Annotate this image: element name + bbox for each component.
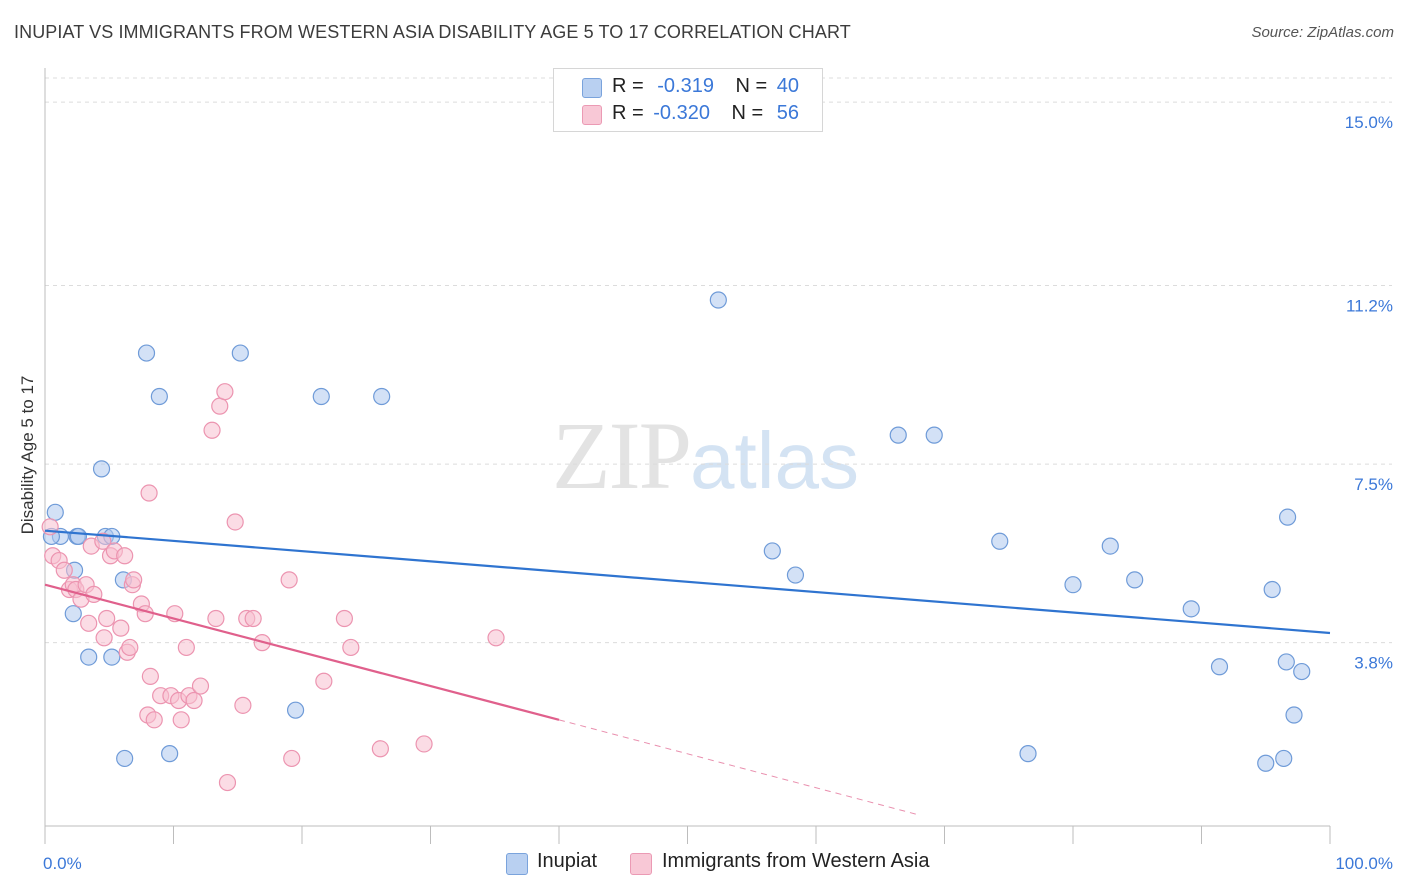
- immigrants-r-value: -0.320: [653, 102, 710, 124]
- inupiat-point: [1019, 745, 1037, 763]
- immigrants-point: [116, 547, 134, 565]
- immigrants-trend-line: [44, 583, 560, 721]
- inupiat-point: [1210, 658, 1229, 676]
- immigrants-point: [177, 638, 195, 657]
- immigrants-point: [145, 711, 163, 729]
- inupiat-point: [889, 426, 907, 444]
- immigrants-point: [371, 740, 389, 758]
- bottom-legend-immigrants-swatch: [630, 853, 652, 875]
- x-tick-label: 100.0%: [1335, 854, 1393, 873]
- immigrants-point: [95, 629, 113, 647]
- x-tick-label: 0.0%: [43, 854, 82, 873]
- inupiat-point: [1263, 580, 1281, 599]
- immigrants-point: [415, 735, 433, 753]
- inupiat-trend-line: [44, 529, 1331, 635]
- immigrants-point: [280, 571, 298, 589]
- inupiat-swatch: [582, 78, 602, 98]
- immigrants-point: [191, 677, 210, 695]
- correlation-legend: R = -0.319 N = 40 R = -0.320 N = 56: [553, 68, 823, 132]
- inupiat-point: [1285, 706, 1303, 724]
- inupiat-point: [1064, 576, 1082, 594]
- immigrants-point: [141, 667, 159, 686]
- y-tick-label: 7.5%: [1354, 475, 1393, 494]
- inupiat-point: [231, 344, 249, 362]
- inupiat-point: [92, 460, 111, 478]
- immigrants-point: [80, 614, 98, 632]
- inupiat-point: [312, 387, 330, 406]
- watermark-zip: ZIP: [552, 402, 692, 509]
- y-tick-label: 15.0%: [1345, 113, 1393, 132]
- inupiat-point: [1257, 754, 1275, 772]
- inupiat-point: [46, 503, 64, 521]
- inupiat-point: [786, 566, 805, 584]
- immigrants-point: [211, 397, 229, 415]
- source-credit: Source: ZipAtlas.com: [1251, 24, 1394, 41]
- immigrants-r-label: R =: [612, 102, 644, 124]
- inupiat-point: [1101, 537, 1119, 555]
- immigrants-point: [335, 609, 354, 628]
- inupiat-point: [763, 542, 781, 560]
- immigrants-trend-extension: [558, 719, 919, 816]
- inupiat-r-label: R =: [612, 75, 644, 97]
- inupiat-point: [286, 701, 305, 719]
- immigrants-point: [244, 609, 262, 628]
- inupiat-n-label: N =: [735, 75, 768, 97]
- immigrants-n-value: 56: [776, 102, 800, 124]
- inupiat-point: [925, 426, 943, 444]
- inupiat-point: [1126, 571, 1144, 589]
- inupiat-point: [116, 749, 134, 768]
- immigrants-point: [203, 421, 221, 439]
- bottom-legend-inupiat: Inupiat: [537, 850, 598, 872]
- inupiat-point: [991, 532, 1009, 550]
- immigrants-swatch: [582, 105, 602, 125]
- inupiat-stats: R = -0.319 N = 40: [612, 75, 799, 98]
- immigrants-point: [487, 629, 505, 647]
- immigrants-point: [218, 773, 237, 792]
- bottom-legend-inupiat-swatch: [506, 853, 528, 875]
- inupiat-point: [709, 291, 727, 309]
- immigrants-point: [234, 696, 252, 714]
- inupiat-n-value: 40: [776, 75, 800, 97]
- immigrants-point: [283, 749, 301, 768]
- inupiat-r-value: -0.319: [657, 75, 714, 97]
- inupiat-point: [1278, 508, 1297, 526]
- inupiat-point: [1277, 653, 1295, 671]
- inupiat-point: [161, 745, 179, 763]
- immigrants-point: [172, 711, 190, 729]
- immigrants-point: [216, 383, 234, 401]
- watermark-atlas: atlas: [690, 416, 859, 505]
- immigrants-n-label: N =: [731, 102, 764, 124]
- immigrants-point: [207, 609, 225, 628]
- inupiat-point: [1275, 749, 1293, 768]
- inupiat-point: [80, 648, 98, 666]
- immigrants-point: [140, 484, 158, 502]
- immigrants-point: [94, 532, 112, 550]
- bottom-legend-immigrants: Immigrants from Western Asia: [662, 850, 930, 872]
- immigrants-point: [226, 513, 244, 531]
- immigrants-point: [121, 638, 139, 657]
- inupiat-point: [1182, 600, 1200, 618]
- inupiat-point: [1293, 662, 1311, 681]
- immigrants-point: [315, 672, 333, 690]
- y-tick-label: 3.8%: [1354, 654, 1393, 673]
- inupiat-point: [137, 344, 156, 362]
- y-tick-label: 11.2%: [1346, 297, 1393, 316]
- inupiat-point: [64, 605, 82, 623]
- watermark: ZIPatlas: [552, 400, 859, 511]
- immigrants-point: [185, 691, 203, 710]
- inupiat-point: [103, 648, 121, 666]
- immigrants-point: [112, 619, 130, 637]
- immigrants-stats: R = -0.320 N = 56: [612, 102, 799, 125]
- inupiat-point: [373, 387, 391, 406]
- immigrants-point: [125, 571, 143, 589]
- immigrants-point: [342, 638, 360, 657]
- chart-title: INUPIAT VS IMMIGRANTS FROM WESTERN ASIA …: [14, 22, 851, 42]
- immigrants-point: [98, 609, 116, 628]
- inupiat-point: [150, 387, 168, 406]
- immigrants-point: [55, 561, 73, 579]
